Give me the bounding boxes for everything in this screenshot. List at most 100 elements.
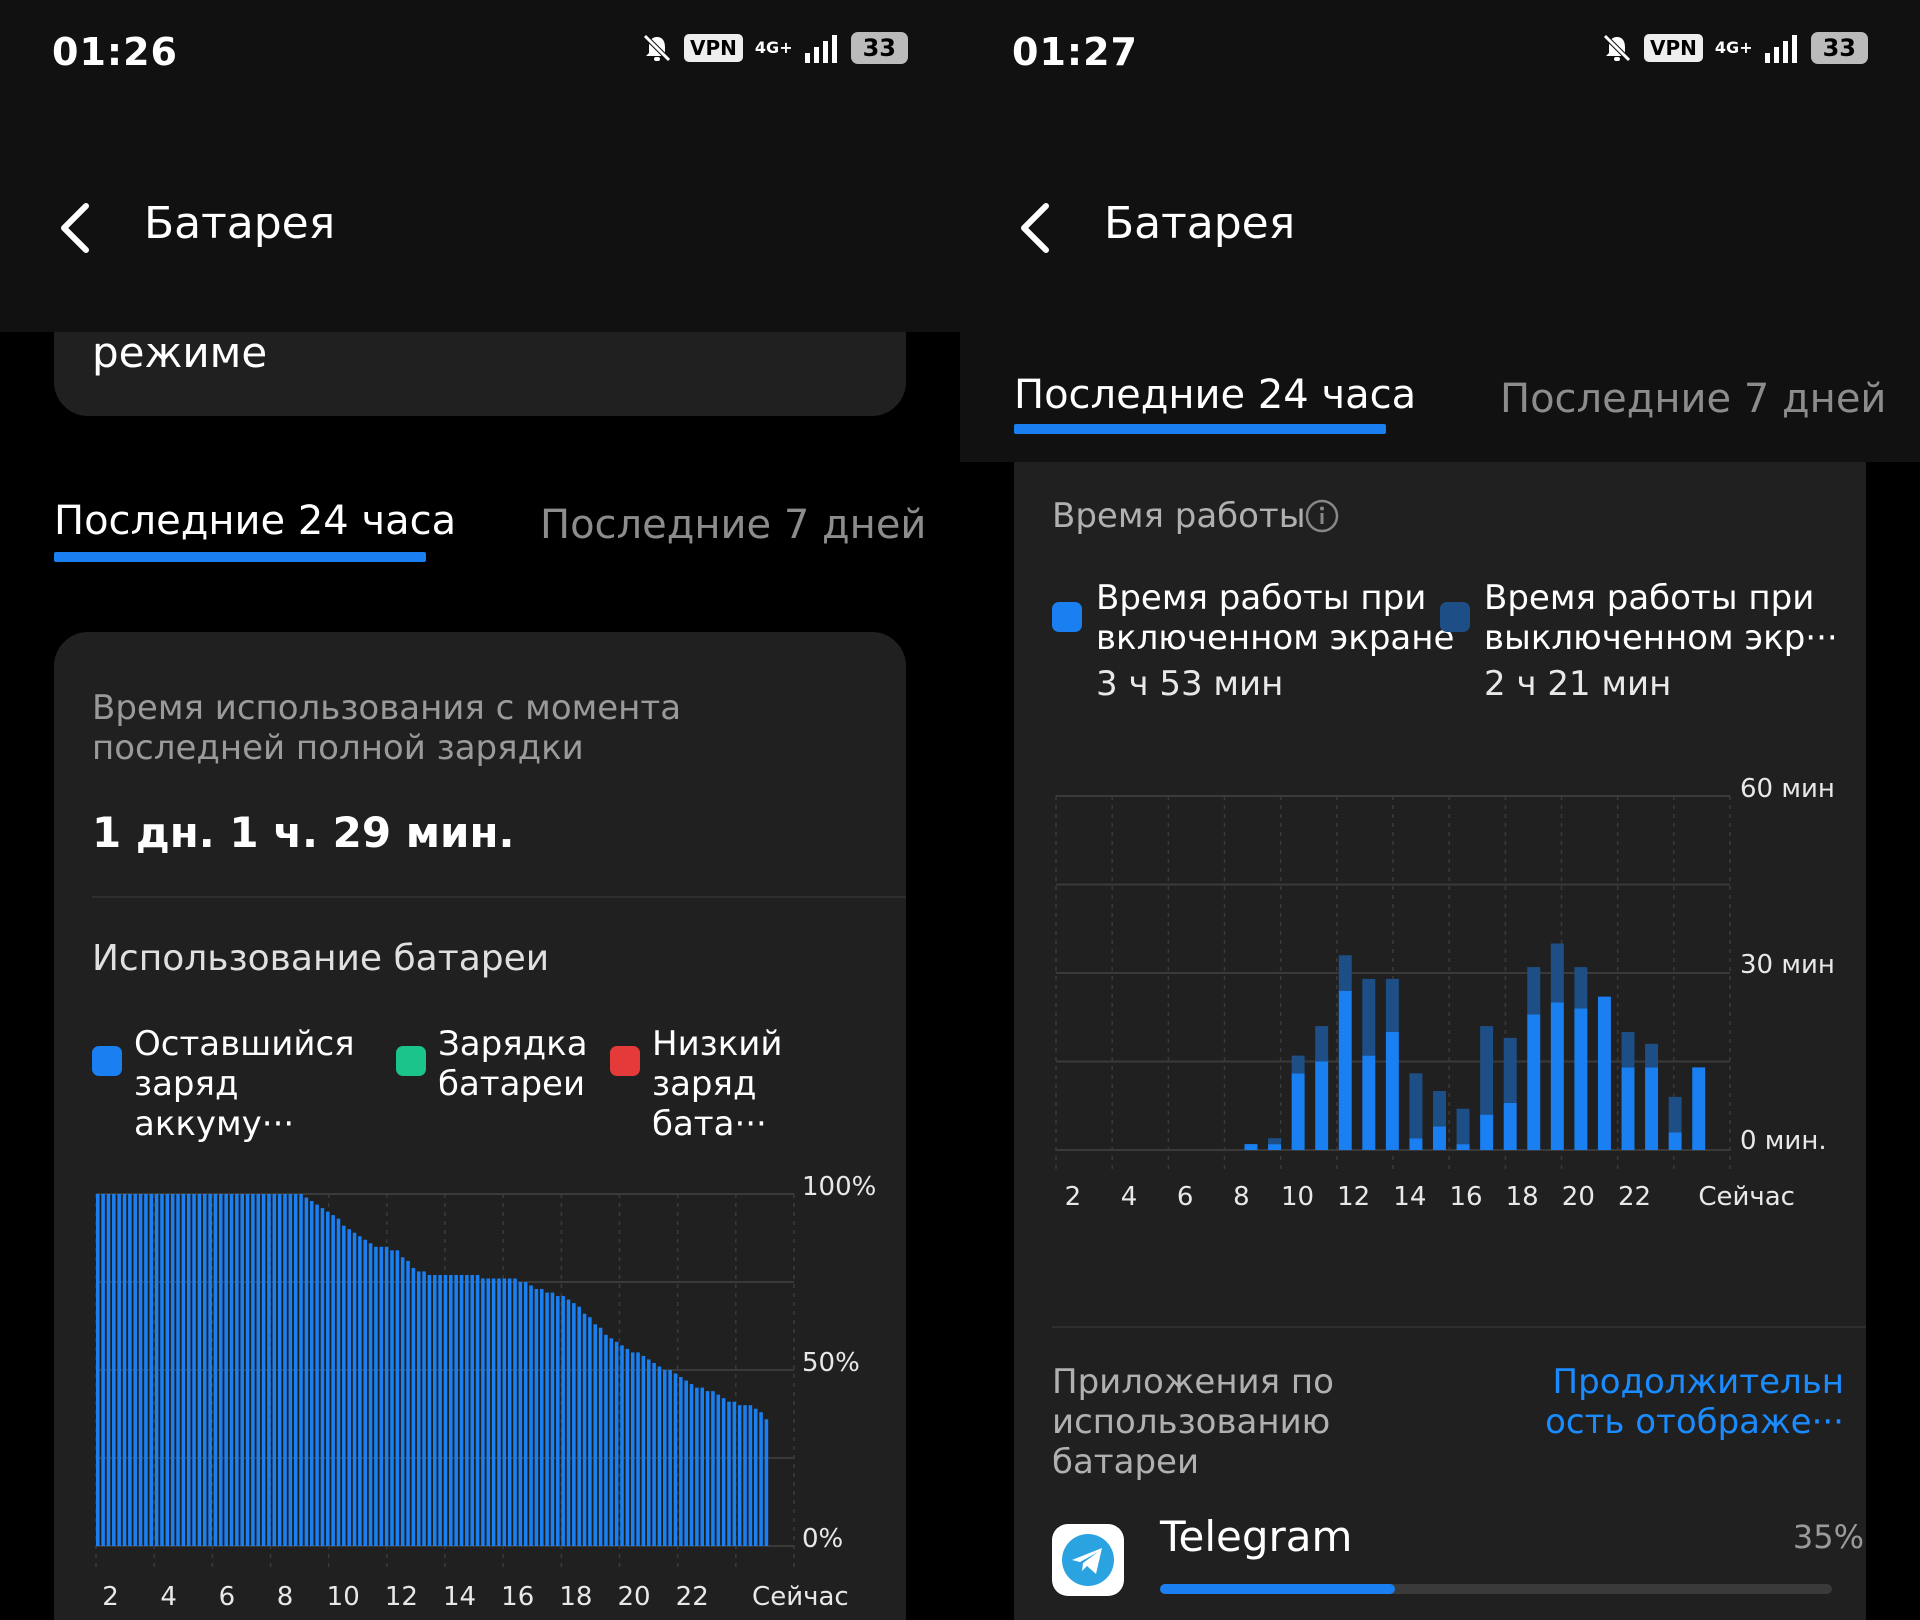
screen-on-bar: [1291, 1073, 1305, 1150]
screen-off-bar: [1291, 1055, 1305, 1074]
battery-bar: [224, 1194, 228, 1546]
screen-off-bar: [1480, 1026, 1494, 1115]
vpn-badge: VPN: [684, 34, 743, 62]
battery-bar: [400, 1257, 405, 1546]
battery-bar: [411, 1267, 416, 1546]
tab-last-24-hours[interactable]: Последние 24 часа: [54, 498, 457, 544]
battery-bar: [470, 1274, 474, 1546]
x-tick-label: 4: [1120, 1182, 1138, 1212]
battery-bar: [208, 1194, 212, 1546]
battery-bar: [149, 1194, 154, 1546]
battery-card: Время использования с момента последней …: [54, 632, 906, 1620]
battery-bar: [604, 1334, 608, 1546]
app-usage-fill: [1160, 1584, 1396, 1594]
screen-off-bar: [1338, 955, 1352, 991]
battery-bar: [630, 1352, 635, 1546]
previous-card-text: режиме: [92, 328, 268, 377]
battery-bar: [588, 1317, 592, 1546]
app-name: Telegram: [1160, 1512, 1353, 1561]
battery-bar: [240, 1194, 244, 1546]
screen-off-bar: [1503, 1037, 1517, 1103]
screen-on-bar: [1668, 1132, 1682, 1150]
legend-remaining-charge: Оставшийся заряд аккуму···: [134, 1024, 355, 1144]
screen-off-bar: [1550, 943, 1564, 1003]
battery-bar: [309, 1201, 314, 1546]
screen-time-link[interactable]: Продолжительн ость отображе···: [1545, 1362, 1844, 1442]
screen-on-bar: [1527, 1014, 1541, 1150]
x-tick-label: 22: [675, 1582, 709, 1612]
screen-on-bar: [1456, 1144, 1470, 1150]
battery-bar: [529, 1285, 533, 1546]
x-tick-label: 14: [1393, 1182, 1427, 1212]
y-tick-0: 0 мин.: [1740, 1126, 1827, 1156]
battery-bar: [475, 1274, 480, 1546]
battery-bar: [390, 1250, 394, 1546]
screen-off-bar: [1268, 1138, 1282, 1145]
screen-on-bar: [1315, 1061, 1329, 1150]
screen-on-bar: [1692, 1067, 1706, 1150]
usage-time-value: 1 дн. 1 ч. 29 мин.: [92, 808, 515, 857]
legend-dot-remaining: [92, 1046, 122, 1076]
right-screenshot: 01:27 VPN 4G+ 33 Батарея Последние 24: [960, 0, 1920, 1620]
battery-bar: [764, 1419, 769, 1546]
status-bar: 01:27 VPN 4G+ 33: [960, 0, 1920, 110]
battery-bar: [663, 1370, 667, 1546]
work-time-chart: [1055, 795, 1731, 1174]
battery-usage-title: Использование батареи: [92, 938, 550, 979]
mute-bell-icon: [1603, 34, 1631, 62]
app-item-telegram[interactable]: Telegram 35%: [1052, 1512, 1864, 1620]
screen-off-bar: [1433, 1091, 1446, 1127]
x-tick-label: 18: [559, 1582, 593, 1612]
battery-bar: [304, 1197, 309, 1546]
screen-off-bar: [1456, 1108, 1470, 1145]
screen-on-bar: [1338, 990, 1352, 1150]
x-tick-label: Сейчас: [752, 1582, 849, 1612]
battery-bar: [416, 1271, 421, 1546]
battery-bar: [229, 1194, 234, 1546]
battery-bar: [620, 1345, 624, 1546]
vpn-badge: VPN: [1644, 34, 1703, 62]
battery-bar: [96, 1194, 100, 1546]
battery-bar: [433, 1274, 437, 1546]
tab-last-7-days[interactable]: Последние 7 дней: [540, 502, 927, 548]
battery-bar: [507, 1278, 512, 1546]
usage-time-label: Время использования с момента последней …: [92, 688, 682, 768]
screen-on-bar: [1480, 1114, 1494, 1150]
tab-last-7-days[interactable]: Последние 7 дней: [1500, 376, 1887, 422]
battery-bar: [753, 1408, 758, 1546]
battery-bar: [657, 1366, 662, 1546]
battery-bar: [267, 1194, 271, 1546]
active-tab-indicator: [54, 552, 426, 562]
back-arrow-icon[interactable]: [1016, 198, 1056, 258]
battery-bar: [689, 1384, 694, 1546]
y-tick-30: 30 мин: [1740, 950, 1835, 980]
battery-bar: [374, 1246, 378, 1546]
battery-bar: [197, 1194, 202, 1546]
y-tick-60: 60 мин: [1740, 774, 1835, 804]
battery-bar: [165, 1194, 170, 1546]
battery-bar: [112, 1194, 116, 1546]
battery-bar: [673, 1373, 678, 1546]
back-arrow-icon[interactable]: [56, 198, 96, 258]
screen-off-bar: [1621, 1032, 1635, 1068]
battery-bar: [646, 1359, 651, 1546]
active-tab-indicator: [1014, 424, 1386, 434]
battery-bar: [128, 1194, 132, 1546]
battery-bar: [117, 1194, 121, 1546]
legend-low-battery: Низкий заряд бата···: [652, 1024, 783, 1144]
x-tick-label: 10: [326, 1582, 360, 1612]
battery-bar: [176, 1194, 180, 1546]
legend-screen-on-value: 3 ч 53 мин: [1096, 664, 1284, 704]
battery-bar: [545, 1292, 549, 1546]
signal-icon: [1764, 35, 1797, 63]
screen-on-bar: [1409, 1138, 1423, 1150]
x-tick-label: Сейчас: [1698, 1182, 1795, 1212]
tab-last-24-hours[interactable]: Последние 24 часа: [1014, 372, 1417, 418]
info-icon[interactable]: [1304, 498, 1340, 534]
app-header: Батарея: [0, 110, 960, 332]
battery-bar: [251, 1194, 255, 1546]
battery-bar: [593, 1324, 598, 1546]
battery-bar: [122, 1194, 127, 1546]
battery-bar: [331, 1215, 335, 1546]
battery-bar: [454, 1274, 458, 1546]
